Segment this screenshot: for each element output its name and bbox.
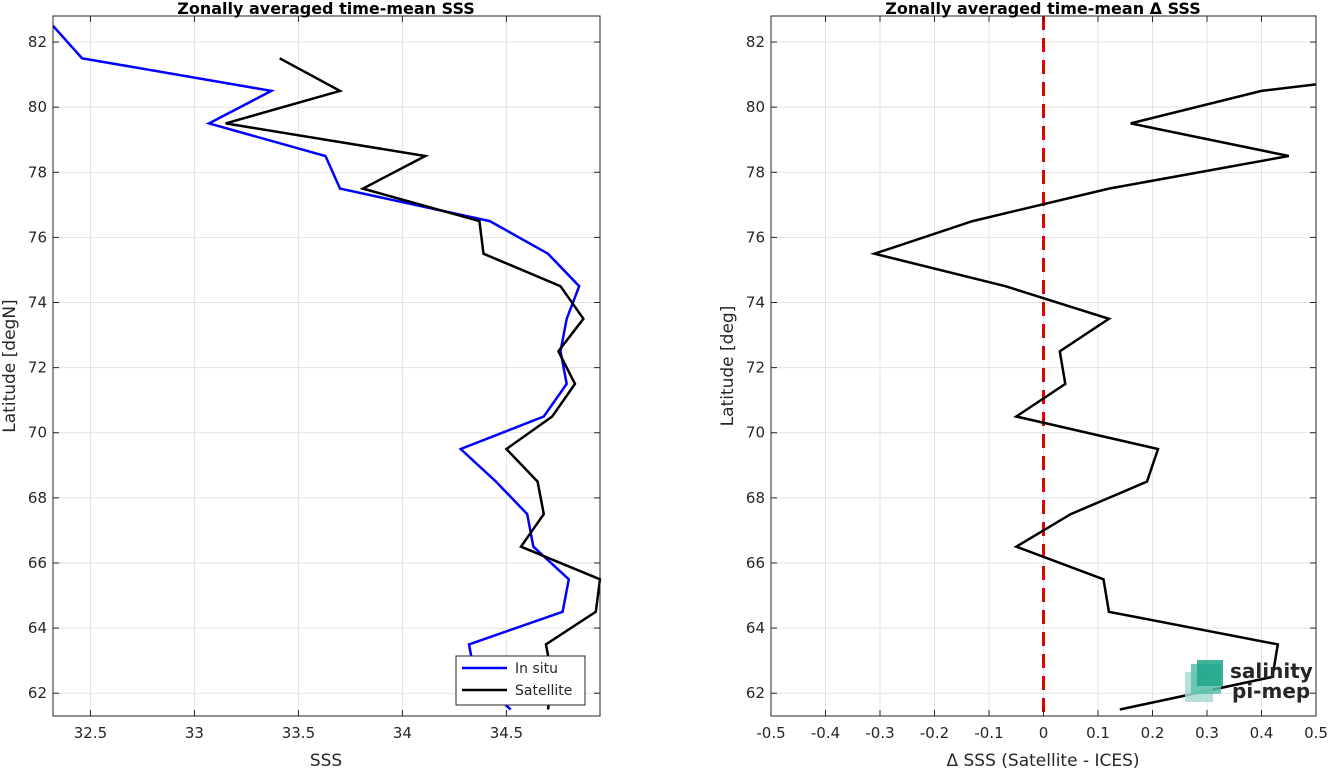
chart-title: Zonally averaged time-mean SSS [177,0,475,18]
x-tick-label: 33.5 [282,724,315,742]
x-tick-label: 0.1 [1086,724,1110,742]
y-tick-label: 74 [746,294,765,312]
x-tick-label: 0.2 [1141,724,1165,742]
y-tick-label: 70 [28,424,47,442]
x-tick-label: 32.5 [74,724,107,742]
chart-delta-sss: -0.5 -0.4 -0.3 -0.2 -0.1 0 0.1 0.2 0.3 0.4 0.5 626… [718,0,1328,769]
x-tick-label: -0.2 [920,724,949,742]
x-tick-label: -0.5 [756,724,785,742]
series-group [870,83,1317,711]
axes-box [52,15,601,717]
x-tick-group: -0.5 -0.4 -0.3 -0.2 -0.1 0 0.1 0.2 0.3 0.4 0.5 [756,16,1328,742]
y-tick-label: 76 [746,228,765,246]
y-tick-label: 68 [746,489,765,507]
legend-label-satellite: Satellite [515,683,572,699]
y-tick-label: 70 [746,424,765,442]
y-tick-label: 72 [28,359,47,377]
x-tick-label: 33 [185,724,204,742]
y-tick-label: 66 [28,554,47,572]
x-axis-label: Δ SSS (Satellite - ICES) [946,751,1139,769]
x-tick-label: 0.5 [1304,724,1328,742]
legend-label-in-situ: In situ [515,661,558,677]
x-tick-label: -0.4 [811,724,840,742]
legend-box [455,655,586,706]
y-tick-label: 80 [28,98,47,116]
series-line-in-situ [52,24,581,711]
y-tick-label: 74 [28,294,47,312]
y-tick-label: 62 [28,684,47,702]
x-tick-label: -0.1 [974,724,1003,742]
logo-text-salinity: salinity [1230,659,1313,683]
y-tick-label: 64 [28,619,47,637]
y-tick-label: 72 [746,359,765,377]
y-tick-group: 62 64 66 68 70 72 74 76 78 80 82 [746,33,1316,702]
y-tick-label: 82 [746,33,765,51]
y-axis-label: Latitude [deg] [718,306,738,427]
logo-mark-front [1197,660,1223,686]
series-line-satellite [225,57,602,710]
y-tick-label: 66 [746,554,765,572]
y-tick-label: 62 [746,684,765,702]
x-tick-label: 34.5 [490,724,523,742]
series-group [52,24,602,711]
logo-text-pi-mep: pi-mep [1232,679,1310,703]
grid [53,16,600,716]
chart-sss: 32.5 33 33.5 34 34.5 6264666870727476788082 … [0,0,602,769]
legend: In situ Satellite [455,655,586,706]
x-tick-label: -0.3 [865,724,894,742]
x-tick-label: 0 [1039,724,1049,742]
y-tick-label: 80 [746,98,765,116]
x-tick-label: 0.3 [1195,724,1219,742]
x-tick-label: 34 [393,724,412,742]
x-tick-label: 0.4 [1250,724,1274,742]
chart-title: Zonally averaged time-mean Δ SSS [885,0,1201,18]
y-tick-label: 82 [28,33,47,51]
y-tick-group: 62 64 66 68 70 72 74 76 78 80 82 [28,33,600,702]
y-tick-label: 64 [746,619,765,637]
y-tick-label: 78 [746,163,765,181]
series-line-series-0 [870,83,1317,711]
y-tick-label: 76 [28,228,47,246]
y-tick-label: 78 [28,163,47,181]
x-tick-group: 32.5 33 33.5 34 34.5 [74,16,523,742]
y-tick-label: 68 [28,489,47,507]
y-axis-label: Latitude [degN] [0,299,20,432]
x-axis-label: SSS [310,751,342,769]
salinity-pi-mep-logo: salinity pi-mep [1185,659,1313,703]
